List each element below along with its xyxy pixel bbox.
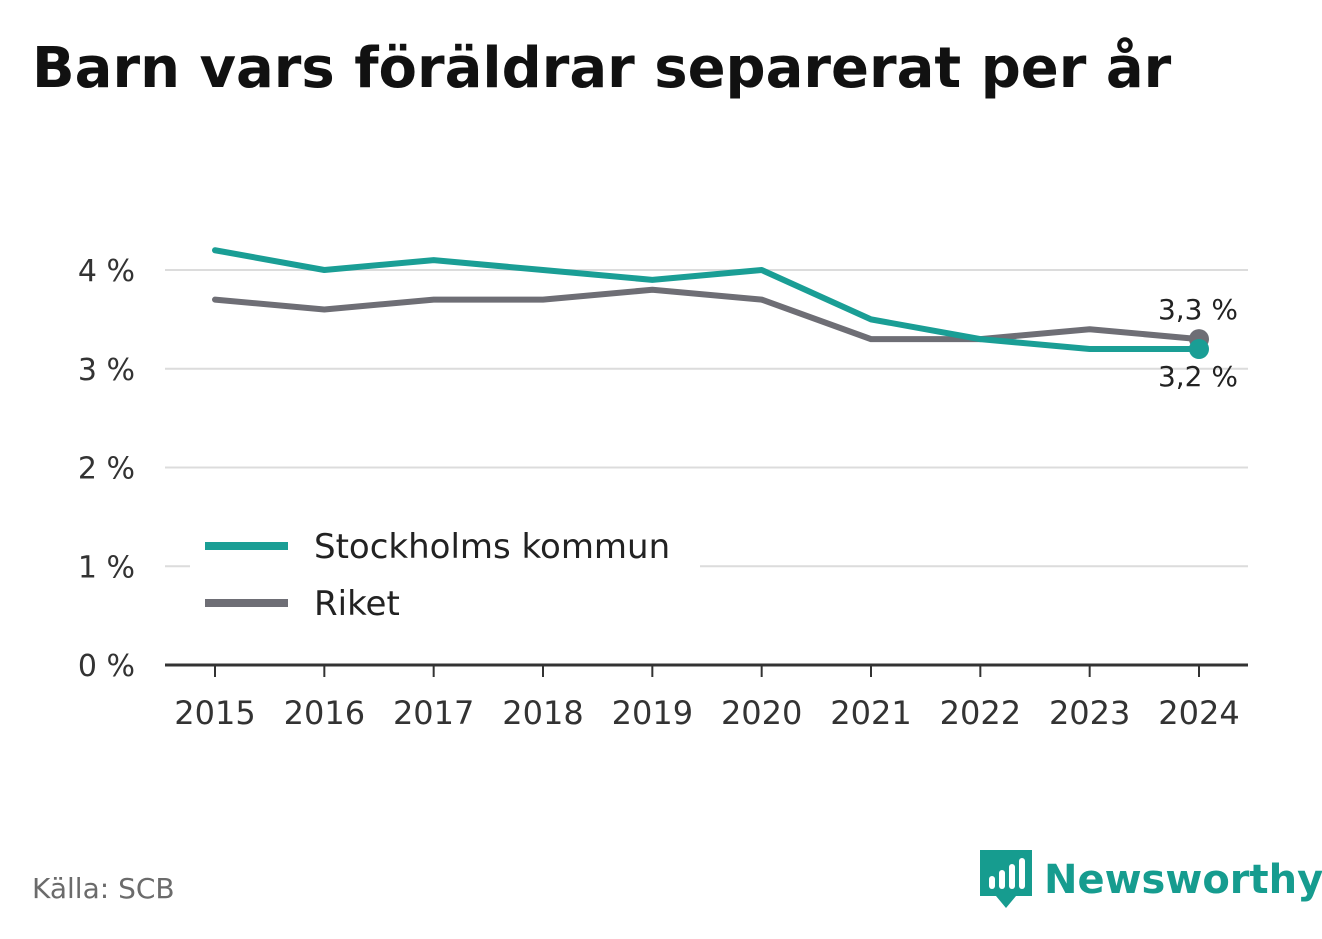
y-tick-label: 0 % — [78, 649, 135, 684]
y-tick-label: 2 % — [78, 452, 135, 487]
x-tick-label: 2022 — [940, 694, 1021, 732]
x-tick-label: 2023 — [1049, 694, 1130, 732]
x-tick-label: 2024 — [1158, 694, 1239, 732]
chart-title: Barn vars föräldrar separerat per år — [32, 36, 1172, 101]
newsworthy-logo-icon — [980, 850, 1032, 908]
y-axis-ticks: 0 % 1 % 2 % 3 % 4 % — [78, 254, 135, 684]
y-tick-label: 4 % — [78, 254, 135, 289]
x-tick-label: 2015 — [174, 694, 255, 732]
end-label-stockholms-kommun: 3,2 % — [1158, 360, 1238, 393]
legend-label: Riket — [314, 584, 400, 624]
legend-label: Stockholms kommun — [314, 527, 670, 567]
brand-name: Newsworthy — [1044, 857, 1322, 903]
y-tick-label: 1 % — [78, 550, 135, 585]
x-tick-label: 2018 — [502, 694, 583, 732]
x-tick-label: 2017 — [393, 694, 474, 732]
x-axis-ticks: 2015 2016 2017 2018 2019 2020 2021 2022 2023 2024 — [174, 665, 1240, 732]
x-tick-label: 2019 — [612, 694, 693, 732]
legend: Stockholms kommun Riket — [190, 520, 700, 624]
source-note: Källa: SCB — [32, 872, 175, 905]
brand-logo: Newsworthy — [980, 850, 1322, 910]
x-tick-label: 2016 — [284, 694, 365, 732]
series-lines — [212, 247, 1202, 352]
end-label-riket: 3,3 % — [1158, 293, 1238, 326]
series-line-stockholms-kommun — [212, 247, 1202, 352]
series-line-riket — [212, 286, 1202, 343]
x-tick-label: 2021 — [830, 694, 911, 732]
x-tick-label: 2020 — [721, 694, 802, 732]
end-marker-stockholms-kommun — [1189, 339, 1209, 359]
series-end-markers: 3,3 % 3,2 % — [1158, 293, 1238, 393]
y-tick-label: 3 % — [78, 353, 135, 388]
